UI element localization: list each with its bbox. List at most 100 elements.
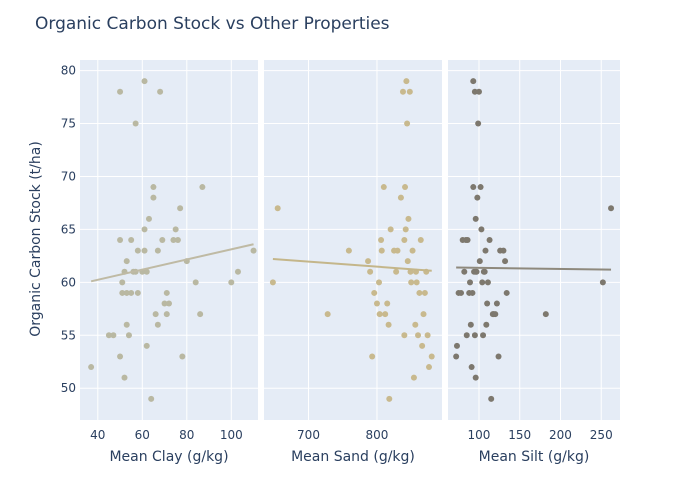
data-point <box>417 237 424 243</box>
data-point <box>406 88 413 95</box>
data-point <box>458 289 465 296</box>
data-point <box>424 332 431 339</box>
x-axis-title: Mean Sand (g/kg) <box>291 449 415 465</box>
data-point <box>463 332 470 339</box>
x-tick-label: 800 <box>366 428 389 442</box>
plot-background <box>80 60 258 420</box>
data-point <box>453 342 460 349</box>
data-point <box>197 311 204 318</box>
data-point <box>384 300 391 307</box>
data-point <box>345 247 352 254</box>
data-point <box>484 300 491 307</box>
x-tick-label: 250 <box>590 428 613 442</box>
data-point <box>492 311 499 318</box>
data-point <box>250 247 257 254</box>
x-tick-label: 60 <box>135 428 150 442</box>
data-point <box>477 184 484 191</box>
data-point <box>376 279 383 286</box>
data-point <box>475 88 482 95</box>
data-point <box>367 268 374 275</box>
data-point <box>503 289 510 296</box>
data-point <box>403 78 410 85</box>
data-point <box>121 374 128 381</box>
x-tick-label: 100 <box>468 428 491 442</box>
data-point <box>410 374 417 381</box>
data-point <box>419 342 426 349</box>
data-point <box>470 78 477 85</box>
data-point <box>369 353 376 360</box>
data-point <box>401 237 408 243</box>
data-point <box>468 364 475 371</box>
data-point <box>157 88 164 95</box>
data-point <box>143 342 150 349</box>
data-point <box>453 353 460 360</box>
data-point <box>409 247 416 254</box>
chart-title: Organic Carbon Stock vs Other Properties <box>35 14 390 34</box>
data-point <box>119 289 126 296</box>
y-tick-label: 80 <box>61 64 76 78</box>
data-point <box>172 226 179 233</box>
data-point <box>141 226 148 233</box>
y-tick-label: 50 <box>61 381 76 395</box>
data-point <box>464 237 471 243</box>
data-point <box>119 279 126 286</box>
data-point <box>404 120 411 127</box>
data-point <box>274 205 281 212</box>
data-point <box>269 279 276 286</box>
data-point <box>134 247 141 254</box>
y-tick-label: 75 <box>61 117 76 131</box>
data-point <box>128 289 135 296</box>
y-tick-label: 70 <box>61 169 76 183</box>
x-tick-label: 200 <box>549 428 572 442</box>
data-point <box>234 268 241 275</box>
data-point <box>152 311 159 318</box>
data-point <box>387 226 394 233</box>
subplot-1: 50 55 60 65 70 75 80 40 60 80 100 Mean Clay (g/kg) <box>61 60 258 465</box>
data-point <box>472 374 479 381</box>
data-point <box>408 279 415 286</box>
data-point <box>413 279 420 286</box>
data-point <box>125 332 132 339</box>
data-point <box>416 289 423 296</box>
data-point <box>145 215 152 222</box>
plot-background <box>264 60 442 420</box>
data-point <box>397 194 404 201</box>
data-point <box>483 321 490 328</box>
data-point <box>471 332 478 339</box>
data-point <box>407 268 414 275</box>
data-point <box>481 268 488 275</box>
data-point <box>475 120 482 127</box>
data-point <box>228 279 235 286</box>
data-point <box>141 78 148 85</box>
data-point <box>473 268 480 275</box>
data-point <box>117 237 124 243</box>
data-point <box>154 247 161 254</box>
data-point <box>404 258 411 265</box>
data-point <box>486 237 493 243</box>
data-point <box>482 247 489 254</box>
subplot-2: 700 800 Mean Sand (g/kg) <box>264 60 442 465</box>
data-point <box>170 237 177 243</box>
data-point <box>177 205 184 212</box>
data-point <box>412 321 419 328</box>
data-point <box>123 289 130 296</box>
y-tick-label: 60 <box>61 275 76 289</box>
x-tick-label: 40 <box>90 428 105 442</box>
data-point <box>88 364 95 371</box>
data-point <box>385 321 392 328</box>
data-point <box>479 279 486 286</box>
data-point <box>420 311 427 318</box>
data-point <box>402 226 409 233</box>
data-point <box>163 311 170 318</box>
x-axis-title: Mean Silt (g/kg) <box>479 449 590 465</box>
data-point <box>425 364 432 371</box>
data-point <box>117 353 124 360</box>
data-point <box>405 215 412 222</box>
data-point <box>143 268 150 275</box>
data-point <box>472 215 479 222</box>
panels: 50 55 60 65 70 75 80 40 60 80 100 Mean Clay (g/kg) 7… <box>61 60 620 465</box>
data-point <box>500 247 507 254</box>
data-point <box>150 184 157 191</box>
x-axis-title: Mean Clay (g/kg) <box>109 449 228 465</box>
